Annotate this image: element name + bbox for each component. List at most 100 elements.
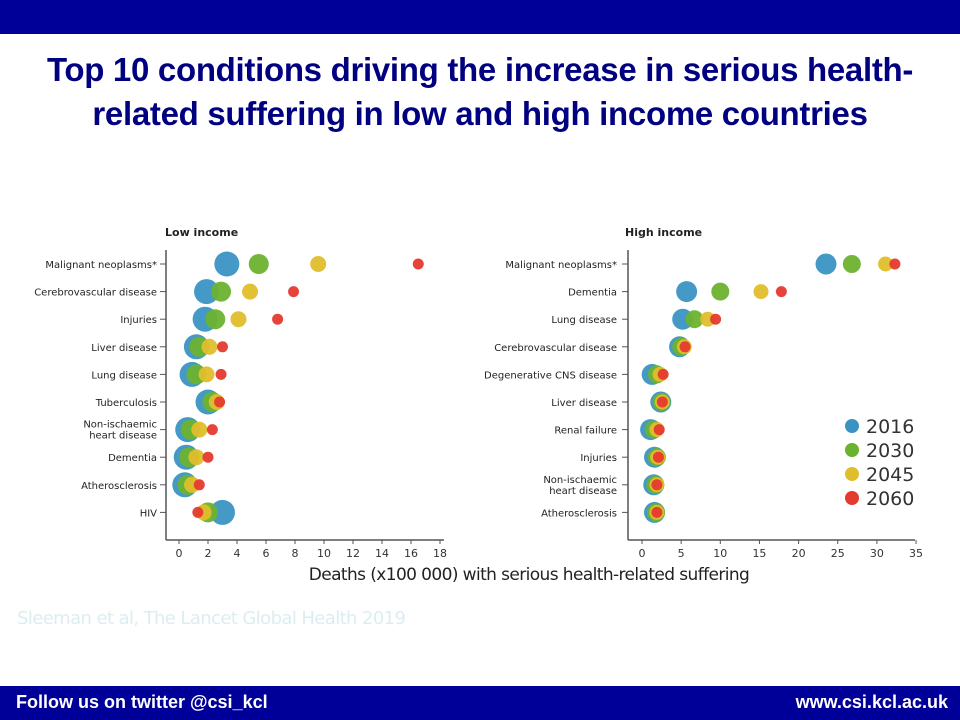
x-tick-label: 10 <box>317 547 331 560</box>
bubble-2030 <box>248 254 269 274</box>
category-label: Cerebrovascular disease <box>34 288 157 299</box>
category-label: Non-ischaemic <box>83 420 157 431</box>
x-tick-label: 30 <box>870 547 884 560</box>
bubble-2060 <box>656 396 668 408</box>
bubble-2030 <box>205 309 226 330</box>
x-tick-label: 10 <box>713 547 727 560</box>
legend-marker-2030 <box>845 443 859 457</box>
bubble-2060 <box>272 313 284 325</box>
bubble-2030 <box>211 281 232 302</box>
category-label: Liver disease <box>551 398 617 409</box>
bubble-2045 <box>188 449 205 466</box>
category-label: Lung disease <box>551 315 617 326</box>
x-tick-label: 0 <box>639 547 646 560</box>
category-label: Non-ischaemic <box>543 475 617 486</box>
x-tick-label: 2 <box>205 547 212 560</box>
bubble-2060 <box>775 286 787 298</box>
bubble-2060 <box>193 479 205 491</box>
bubble-2016 <box>214 251 240 277</box>
bubble-2016 <box>194 279 220 305</box>
category-label: Degenerative CNS disease <box>484 370 617 381</box>
bubble-2060 <box>202 451 214 463</box>
category-label: Atherosclerosis <box>541 508 617 519</box>
citation: Sleeman et al, The Lancet Global Health … <box>17 608 406 629</box>
category-label: Liver disease <box>91 343 157 354</box>
bubble-2045 <box>310 256 327 272</box>
bubble-2045 <box>191 421 208 438</box>
twitter-handle: Follow us on twitter @csi_kcl <box>16 692 268 712</box>
x-tick-label: 14 <box>375 547 389 560</box>
bubble-2060 <box>657 368 669 380</box>
slide-title: Top 10 conditions driving the increase i… <box>46 51 914 132</box>
bubble-2045 <box>242 283 259 300</box>
high-income-panel: High income 0 5 10 15 20 25 30 35 Malignant neopl… <box>484 226 923 560</box>
category-label: Injuries <box>580 453 617 464</box>
bubble-2060 <box>653 424 665 436</box>
panel-title: High income <box>625 226 702 239</box>
category-label: Tuberculosis <box>95 398 157 409</box>
bubble-2060 <box>652 451 664 463</box>
bubble-2060 <box>412 258 424 270</box>
bubble-2060 <box>288 286 300 298</box>
category-label: HIV <box>140 508 157 519</box>
bubble-2030 <box>711 282 730 301</box>
bubble-2016 <box>676 281 698 303</box>
legend-label-2016: 2016 <box>866 416 914 438</box>
category-label: Malignant neoplasms* <box>505 260 617 271</box>
panel-title: Low income <box>165 226 238 239</box>
x-tick-label: 25 <box>831 547 845 560</box>
top-bar <box>0 0 960 34</box>
bubble-2045 <box>753 284 769 300</box>
x-tick-label: 35 <box>909 547 923 560</box>
bubble-2030 <box>842 255 861 273</box>
legend-label-2045: 2045 <box>866 464 914 486</box>
category-label: heart disease <box>549 486 617 497</box>
bubble-2060 <box>710 313 722 325</box>
x-tick-label: 16 <box>404 547 418 560</box>
category-label: Cerebrovascular disease <box>494 343 617 354</box>
legend-label-2030: 2030 <box>866 440 914 462</box>
x-tick-label: 8 <box>292 547 299 560</box>
bubble-2030 <box>685 310 704 329</box>
bubble-2060 <box>217 341 228 353</box>
bubble-2060 <box>651 479 663 491</box>
x-tick-label: 15 <box>752 547 766 560</box>
category-label: Renal failure <box>554 426 617 437</box>
bubble-2016 <box>210 499 235 525</box>
x-tick-label: 0 <box>176 547 183 560</box>
legend-marker-2045 <box>845 467 859 481</box>
website-link[interactable]: www.csi.kcl.ac.uk <box>795 692 948 712</box>
bubble-2045 <box>700 311 716 327</box>
bubble-2045 <box>201 338 218 355</box>
bubble-2016 <box>815 253 837 275</box>
bubble-2045 <box>230 311 247 328</box>
bubble-2060 <box>889 258 901 270</box>
bubble-2060 <box>679 341 691 353</box>
charts-figure: Low income 0 2 4 6 8 10 12 14 16 18 Malignant neopl… <box>34 226 923 560</box>
legend-marker-2060 <box>845 491 859 505</box>
x-tick-label: 12 <box>346 547 360 560</box>
bubble-2060 <box>215 368 227 380</box>
category-label: heart disease <box>89 431 157 442</box>
category-label: Atherosclerosis <box>81 481 157 492</box>
legend-label-2060: 2060 <box>866 488 914 510</box>
legend-marker-2016 <box>845 419 859 433</box>
bubble-2045 <box>878 256 894 272</box>
category-label: Lung disease <box>91 370 157 381</box>
category-label: Dementia <box>108 453 157 464</box>
bubble-2045 <box>198 366 215 383</box>
bubble-2060 <box>214 396 226 408</box>
x-tick-label: 6 <box>263 547 270 560</box>
category-label: Malignant neoplasms* <box>45 260 157 271</box>
bubble-2060 <box>206 424 218 436</box>
category-label: Injuries <box>120 315 157 326</box>
low-income-panel: Low income 0 2 4 6 8 10 12 14 16 18 Malignant neopl… <box>34 226 447 560</box>
x-tick-label: 18 <box>433 547 447 560</box>
bubble-2060 <box>192 506 204 518</box>
x-tick-label: 5 <box>678 547 685 560</box>
x-axis-label: Deaths (x100 000) with serious health-re… <box>308 565 750 585</box>
category-label: Dementia <box>568 288 617 299</box>
x-tick-label: 4 <box>234 547 241 560</box>
bubble-2060 <box>651 506 663 518</box>
x-tick-label: 20 <box>792 547 806 560</box>
